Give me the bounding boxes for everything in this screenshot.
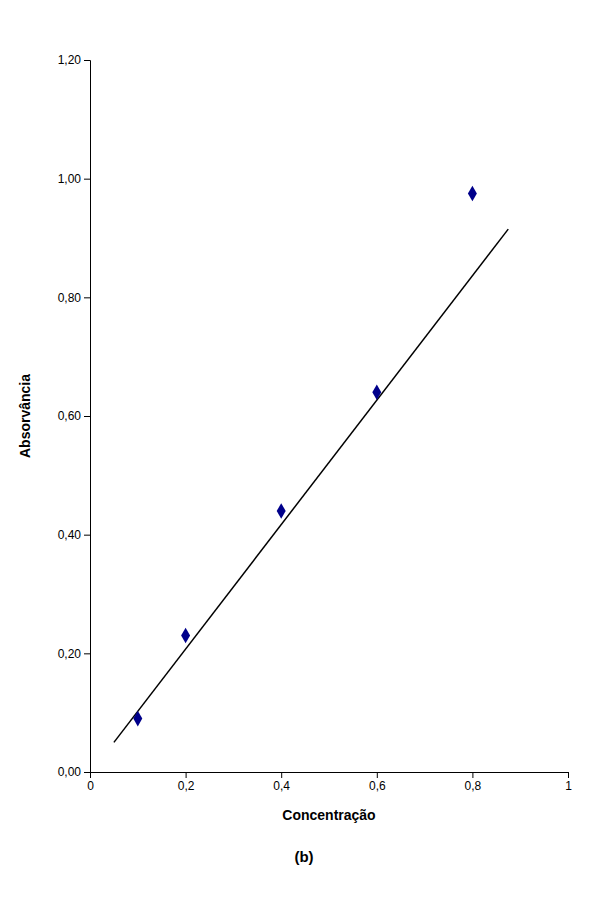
- tick: 0: [87, 772, 94, 793]
- point: [133, 711, 142, 727]
- chart-svg: 0 0,2 0,4 0,6 0,8 1 0,00 0,20 0,40 0,60 0,80 1,00 1,…: [0, 0, 608, 902]
- plot: 0 0,2 0,4 0,6 0,8 1 0,00 0,20 0,40 0,60 0,80 1,00 1,…: [17, 53, 572, 823]
- tick-mark: [84, 60, 90, 61]
- tick-label: 0,6: [369, 779, 386, 793]
- x-axis-line: [91, 773, 569, 779]
- tick-label: 0: [87, 779, 94, 793]
- x-axis: 0 0,2 0,4 0,6 0,8 1: [87, 772, 572, 793]
- y-axis: 0,00 0,20 0,40 0,60 0,80 1,00 1,20: [58, 53, 91, 779]
- tick-mark: [84, 653, 90, 654]
- tick-mark: [281, 772, 282, 778]
- tick-mark: [84, 416, 90, 417]
- tick: 0,00: [58, 765, 90, 779]
- tick-label: 0,20: [58, 647, 82, 661]
- y-axis-line: [84, 61, 91, 773]
- tick: 0,4: [273, 772, 290, 793]
- tick-mark: [186, 772, 187, 778]
- tick-mark: [377, 772, 378, 778]
- tick-label: 0,80: [58, 291, 82, 305]
- tick-label: 0,2: [178, 779, 195, 793]
- tick: 0,80: [58, 291, 90, 305]
- y-axis-title: Absorvância: [17, 374, 33, 458]
- tick-mark: [84, 772, 90, 773]
- tick-label: 0,00: [58, 765, 82, 779]
- point: [181, 628, 190, 644]
- tick-label: 0,60: [58, 409, 82, 423]
- tick-label: 0,40: [58, 528, 82, 542]
- tick-label: 1,20: [58, 53, 82, 67]
- tick: 0,60: [58, 409, 90, 423]
- tick: 0,6: [369, 772, 386, 793]
- tick: 0,2: [178, 772, 195, 793]
- tick: 0,40: [58, 528, 90, 542]
- tick: 1,20: [58, 53, 90, 67]
- tick-mark: [568, 772, 569, 778]
- tick: 1: [565, 772, 572, 793]
- tick-mark: [84, 179, 90, 180]
- tick-label: 0,4: [273, 779, 290, 793]
- line: [114, 229, 508, 742]
- point: [372, 384, 381, 400]
- tick-mark: [472, 772, 473, 778]
- tick-mark: [84, 297, 90, 298]
- point: [468, 186, 477, 202]
- x-axis-title: Concentração: [282, 807, 375, 823]
- chart-title: (b): [294, 848, 313, 865]
- tick: 1,00: [58, 172, 90, 186]
- tick: 0,8: [465, 772, 482, 793]
- tick-label: 0,8: [465, 779, 482, 793]
- point: [277, 503, 286, 519]
- marks: [114, 186, 508, 743]
- tick: 0,20: [58, 647, 90, 661]
- tick-label: 1: [565, 779, 572, 793]
- tick-label: 1,00: [58, 172, 82, 186]
- tick-mark: [84, 535, 90, 536]
